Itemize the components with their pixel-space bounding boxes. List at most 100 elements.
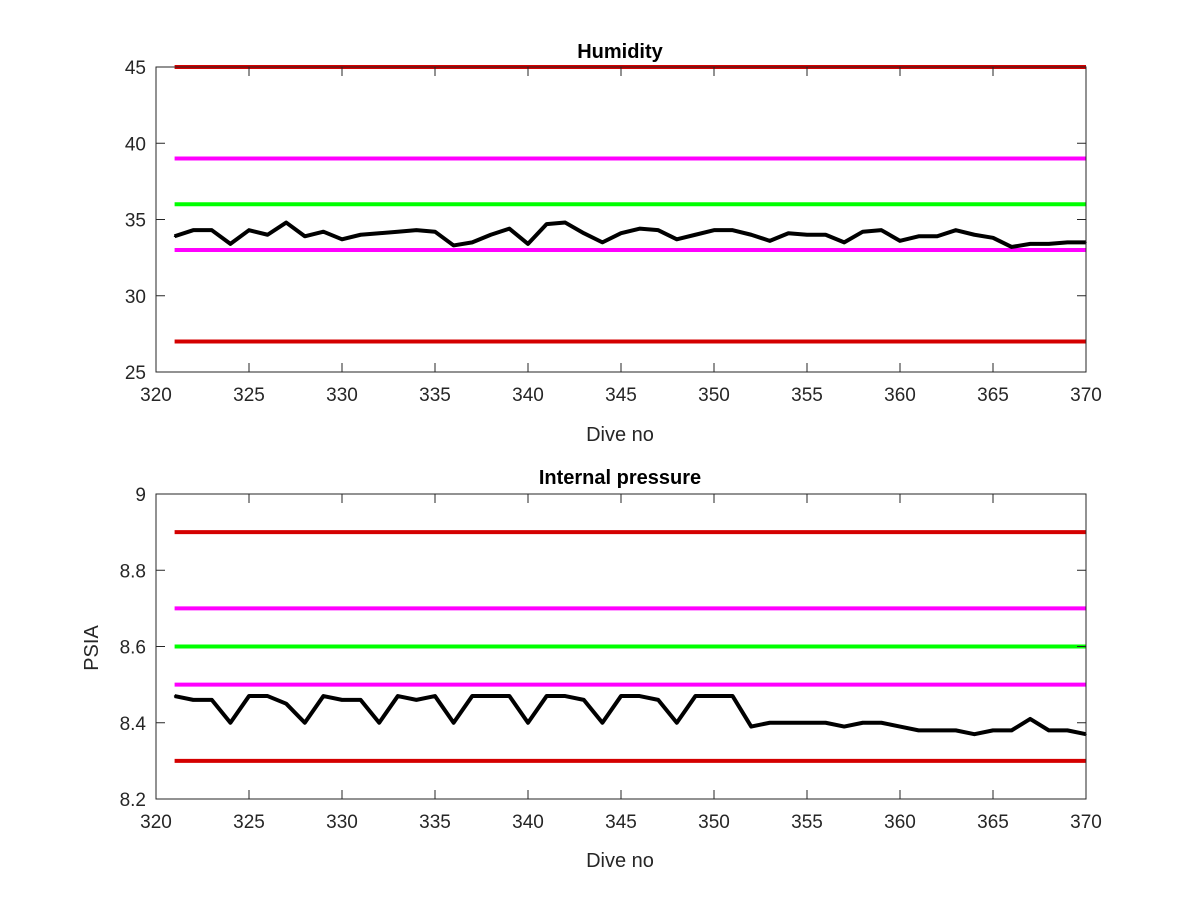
humidity-series-line — [173, 220, 1086, 249]
humidity-data-point — [378, 232, 381, 235]
humidity-data-point — [285, 221, 288, 224]
internal-pressure-data-point — [713, 695, 715, 697]
humidity-x-tick-label: 360 — [884, 385, 916, 406]
internal-pressure-data-point — [304, 721, 306, 724]
humidity-data-point — [657, 229, 659, 231]
humidity-data-point — [397, 230, 399, 233]
humidity-data-point — [1010, 246, 1013, 248]
humidity-data-point — [806, 233, 808, 236]
humidity-x-tick-label: 365 — [977, 385, 1009, 406]
humidity-y-tick-label: 40 — [125, 134, 146, 155]
humidity-data-point — [936, 235, 938, 238]
humidity-data-point — [824, 233, 827, 236]
humidity-data-point — [192, 229, 194, 231]
humidity-data-point — [731, 229, 734, 231]
internal-pressure-data-point — [545, 695, 548, 697]
humidity-data-point — [583, 232, 585, 235]
internal-pressure-x-tick-label: 360 — [884, 812, 916, 833]
humidity-x-tick-label: 330 — [326, 385, 358, 406]
humidity-x-tick-label: 370 — [1070, 385, 1102, 406]
internal-pressure-data-point — [806, 721, 808, 724]
humidity-x-tick-label: 335 — [419, 385, 451, 406]
humidity-y-tick-label: 30 — [125, 287, 146, 308]
internal-pressure-data-point — [973, 733, 976, 735]
internal-pressure-data-point — [620, 695, 622, 697]
humidity-plot-area — [156, 67, 1086, 372]
internal-pressure-data-point — [657, 699, 659, 701]
humidity-data-point — [601, 241, 604, 244]
internal-pressure-x-tick-label: 335 — [419, 812, 451, 833]
internal-pressure-data-point — [285, 702, 288, 705]
internal-pressure-ylabel: PSIA — [81, 625, 103, 671]
internal-pressure-data-point — [378, 721, 381, 724]
humidity-data-point — [545, 223, 548, 225]
humidity-data-point — [620, 232, 622, 235]
humidity-y-tick-label: 45 — [125, 58, 146, 79]
humidity-data-point — [1066, 241, 1069, 244]
internal-pressure-data-point — [787, 721, 790, 724]
internal-pressure-x-tick-label: 345 — [605, 812, 637, 833]
humidity-xlabel: Dive no — [586, 424, 654, 446]
internal-pressure-xlabel: Dive no — [586, 850, 654, 872]
internal-pressure-y-tick-label: 8.2 — [120, 790, 146, 811]
humidity-data-point — [452, 244, 455, 247]
humidity-y-tick-label: 35 — [125, 211, 146, 232]
humidity-x-tick-label: 325 — [233, 385, 265, 406]
internal-pressure-data-point — [676, 721, 678, 724]
humidity-data-point — [527, 243, 529, 245]
internal-pressure-data-point — [359, 699, 362, 701]
internal-pressure-data-point — [917, 729, 920, 732]
humidity-data-point — [508, 227, 511, 230]
humidity-x-tick-label: 340 — [512, 385, 544, 406]
internal-pressure-y-tick-label: 8.4 — [120, 714, 147, 735]
internal-pressure-title: Internal pressure — [539, 467, 701, 489]
humidity-panel: Humidity Dive no 320 325 330 335 340 345 350 35… — [125, 41, 1102, 446]
humidity-data-point — [304, 235, 306, 238]
internal-pressure-data-point — [1010, 729, 1013, 732]
humidity-data-point — [173, 235, 176, 238]
internal-pressure-data-point — [229, 721, 232, 724]
internal-pressure-data-point — [564, 695, 566, 697]
humidity-data-point — [750, 233, 752, 236]
humidity-data-point — [415, 229, 418, 231]
internal-pressure-y-tick-label: 8.6 — [120, 638, 146, 659]
humidity-data-point — [564, 221, 566, 224]
internal-pressure-data-point — [899, 725, 901, 728]
humidity-data-point — [266, 233, 269, 236]
internal-pressure-data-point — [750, 725, 752, 728]
humidity-data-point — [434, 230, 436, 233]
internal-pressure-x-tick-label: 365 — [977, 812, 1009, 833]
humidity-x-tick-label: 345 — [605, 385, 637, 406]
internal-pressure-data-point — [601, 721, 604, 724]
humidity-data-point — [638, 227, 641, 230]
internal-pressure-data-point — [843, 725, 845, 728]
internal-pressure-data-point — [471, 695, 474, 697]
internal-pressure-data-point — [824, 721, 827, 724]
humidity-data-point — [973, 233, 976, 236]
humidity-data-point — [211, 229, 213, 231]
humidity-data-point — [676, 238, 678, 241]
humidity-data-point — [322, 230, 325, 233]
humidity-data-point — [1029, 243, 1031, 245]
internal-pressure-x-tick-label: 340 — [512, 812, 544, 833]
humidity-data-point — [359, 233, 362, 236]
humidity-data-point — [880, 229, 883, 231]
internal-pressure-data-point — [341, 699, 343, 701]
internal-pressure-data-point — [936, 729, 938, 732]
internal-pressure-data-point — [508, 695, 511, 697]
internal-pressure-data-point — [992, 729, 994, 732]
humidity-data-point — [471, 241, 474, 244]
humidity-title: Humidity — [577, 41, 663, 63]
internal-pressure-data-point — [527, 721, 529, 724]
internal-pressure-data-point — [434, 695, 436, 697]
humidity-data-point — [248, 229, 250, 231]
internal-pressure-data-point — [731, 695, 734, 697]
humidity-data-point — [862, 230, 864, 233]
internal-pressure-y-tick-label: 8.8 — [120, 561, 146, 582]
humidity-data-point — [1048, 243, 1050, 245]
humidity-data-point — [787, 232, 790, 235]
humidity-data-point — [694, 233, 697, 236]
internal-pressure-data-point — [490, 695, 492, 697]
internal-pressure-x-tick-label: 370 — [1070, 812, 1102, 833]
